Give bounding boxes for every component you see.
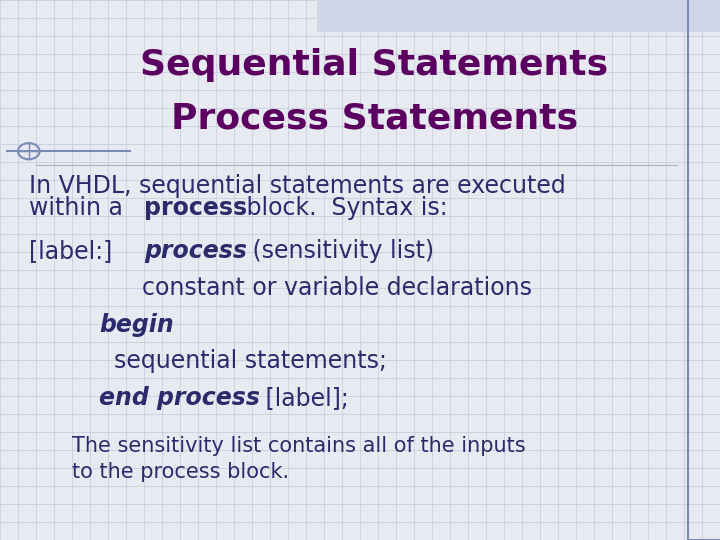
Text: process: process [145, 239, 248, 263]
Text: In VHDL, sequential statements are executed: In VHDL, sequential statements are execu… [29, 174, 565, 198]
Bar [317, 0, 720, 32]
Text: within a: within a [29, 196, 130, 220]
Text: [label];: [label]; [258, 386, 348, 410]
Text: block.  Syntax is:: block. Syntax is: [239, 196, 448, 220]
Text: begin: begin [99, 313, 174, 336]
Text: The sensitivity list contains all of the inputs: The sensitivity list contains all of the… [72, 435, 526, 456]
Text: end process: end process [99, 386, 261, 410]
Text: process: process [145, 196, 248, 220]
Text: [label:]: [label:] [29, 239, 120, 263]
Text: sequential statements;: sequential statements; [114, 349, 387, 373]
Text: Sequential Statements: Sequential Statements [140, 48, 608, 82]
Text: constant or variable declarations: constant or variable declarations [142, 276, 532, 300]
Text: (sensitivity list): (sensitivity list) [246, 239, 434, 263]
Text: to the process block.: to the process block. [72, 462, 289, 483]
Text: Process Statements: Process Statements [171, 102, 578, 136]
